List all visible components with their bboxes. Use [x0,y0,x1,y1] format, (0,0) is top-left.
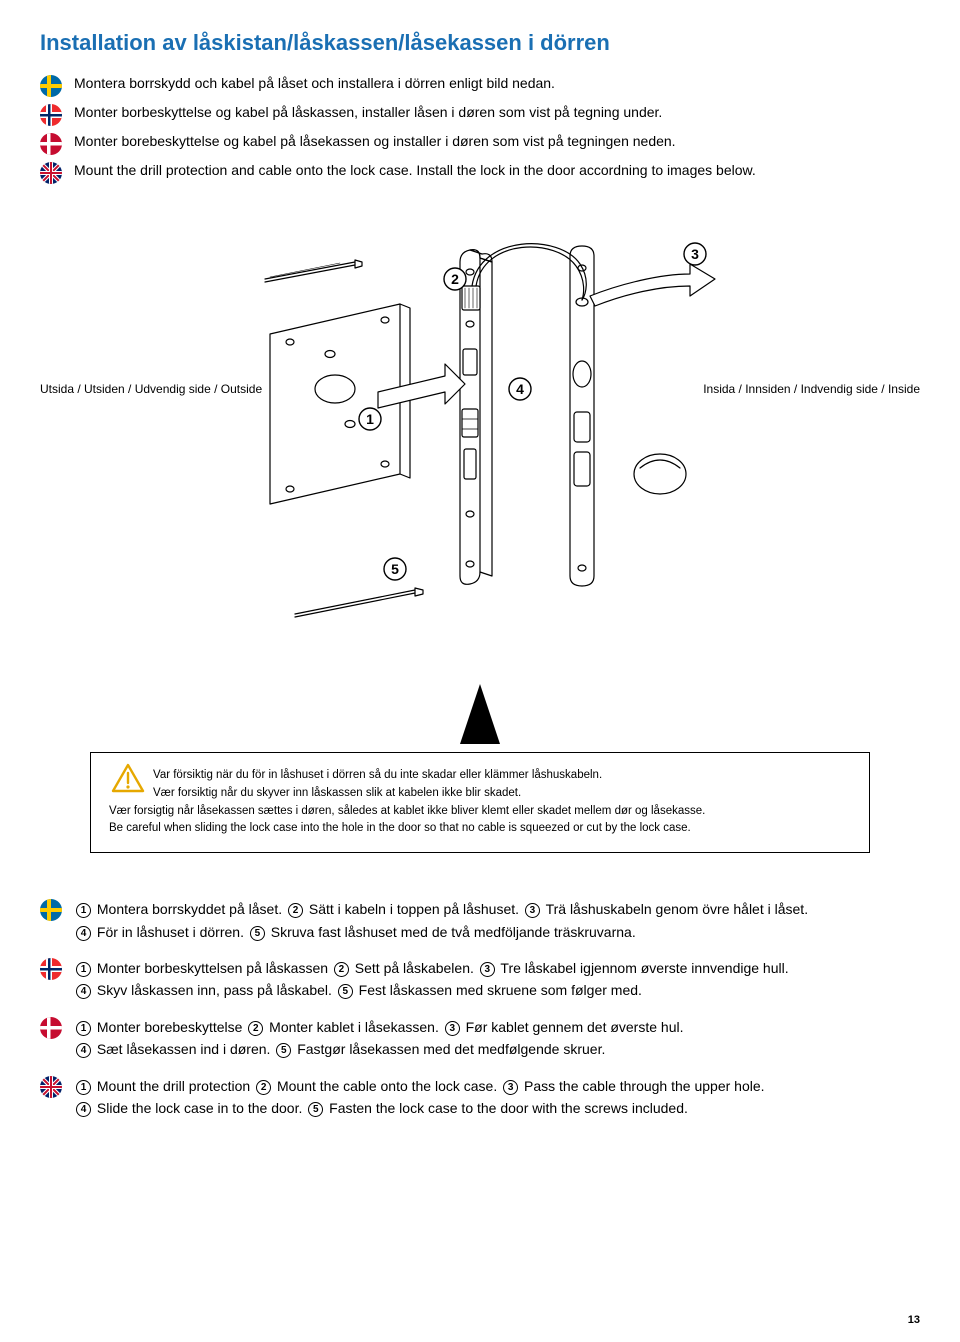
flag-no-icon [40,958,62,980]
diagram-area: Utsida / Utsiden / Udvendig side / Outsi… [40,224,920,694]
step-fragment: Sätt i kabeln i toppen på låshuset. [305,901,523,917]
step-fragment: Trä låshuskabeln genom övre hålet i låse… [542,901,808,917]
step-fragment: Montera borrskyddet på låset. [93,901,286,917]
page-title: Installation av låskistan/låskassen/låse… [40,30,920,56]
lock-diagram: 1 2 3 4 5 [240,224,740,684]
step-fragment: Monter borebeskyttelse [93,1019,246,1035]
step-number-icon: 1 [76,1021,91,1036]
warning-line: Be careful when sliding the lock case in… [109,820,851,838]
step-number-icon: 1 [76,962,91,977]
step-number-icon: 3 [445,1021,460,1036]
flag-dk-icon [40,1017,62,1039]
warning-line: Vær forsigtig når låsekassen sættes i dø… [109,803,851,821]
bottom-screw [295,588,423,617]
step-fragment: Mount the drill protection [93,1078,254,1094]
steps-row: 1 Mount the drill protection 2 Mount the… [40,1075,920,1120]
svg-text:4: 4 [516,381,524,397]
step-number-icon: 4 [76,926,91,941]
svg-text:5: 5 [391,561,399,577]
intro-text: Montera borrskydd och kabel på låset och… [74,74,555,93]
step-fragment: Fasten the lock case to the door with th… [325,1100,688,1116]
intro-row: Mount the drill protection and cable ont… [40,161,920,184]
step-number-icon: 3 [480,962,495,977]
step-fragment: Fest låskassen med skruene som følger me… [355,982,642,998]
step-number-icon: 2 [334,962,349,977]
outside-label: Utsida / Utsiden / Udvendig side / Outsi… [40,382,262,396]
step-fragment: För in låshuset i dörren. [93,924,248,940]
step-number-icon: 5 [338,984,353,999]
step-fragment: Pass the cable through the upper hole. [520,1078,764,1094]
step-fragment: Sæt låsekassen ind i døren. [93,1041,274,1057]
step-number-icon: 1 [76,1080,91,1095]
steps-text: 1 Montera borrskyddet på låset. 2 Sätt i… [74,898,808,943]
step-number-icon: 4 [76,1043,91,1058]
warning-icon [111,763,145,793]
cable [472,244,586,300]
step-fragment: Sett på låskabelen. [351,960,478,976]
steps-row: 1 Montera borrskyddet på låset. 2 Sätt i… [40,898,920,943]
page-number: 13 [908,1314,920,1326]
warning-box: Var försiktig när du för in låshuset i d… [90,752,870,853]
step-fragment: Skyv låskassen inn, pass på låskabel. [93,982,336,998]
steps-row: 1 Monter borbeskyttelsen på låskassen 2 … [40,957,920,1002]
flag-uk-icon [40,1076,62,1098]
step-number-icon: 5 [250,926,265,941]
step-number-icon: 3 [503,1080,518,1095]
arrow-cable-out [590,264,715,306]
warning-line: Var försiktig när du för in låshuset i d… [153,767,851,785]
steps-text: 1 Monter borbeskyttelsen på låskassen 2 … [74,957,789,1002]
step-fragment: Slide the lock case in to the door. [93,1100,306,1116]
step-fragment: Monter kablet i låsekassen. [265,1019,442,1035]
steps-row: 1 Monter borebeskyttelse 2 Monter kablet… [40,1016,920,1061]
intro-text: Monter borbeskyttelse og kabel på låskas… [74,103,662,122]
step-fragment: Før kablet gennem det øverste hul. [462,1019,684,1035]
svg-text:3: 3 [691,246,699,262]
svg-text:1: 1 [366,411,374,427]
top-screw [265,260,362,282]
step-number-icon: 2 [288,903,303,918]
step-fragment: Tre låskabel igjennom øverste innvendige… [497,960,789,976]
step-number-icon: 3 [525,903,540,918]
step-number-icon: 2 [256,1080,271,1095]
intro-list: Montera borrskydd och kabel på låset och… [40,74,920,184]
flag-no-icon [40,104,62,126]
step-fragment: Mount the cable onto the lock case. [273,1078,501,1094]
flag-se-icon [40,899,62,921]
step-number-icon: 2 [248,1021,263,1036]
intro-row: Montera borrskydd och kabel på låset och… [40,74,920,97]
step-number-icon: 4 [76,984,91,999]
flag-se-icon [40,75,62,97]
thumb-turn [634,454,686,494]
steps-text: 1 Mount the drill protection 2 Mount the… [74,1075,765,1120]
warning-line: Vær forsiktig når du skyver inn låskasse… [153,785,851,803]
step-number-icon: 5 [276,1043,291,1058]
arrow-into-lock [378,364,465,408]
steps-list: 1 Montera borrskyddet på låset. 2 Sätt i… [40,898,920,1119]
intro-row: Monter borebeskyttelse og kabel på låsek… [40,132,920,155]
intro-row: Monter borbeskyttelse og kabel på låskas… [40,103,920,126]
flag-dk-icon [40,133,62,155]
step-fragment: Monter borbeskyttelsen på låskassen [93,960,332,976]
flag-uk-icon [40,162,62,184]
step-number-icon: 5 [308,1102,323,1117]
steps-text: 1 Monter borebeskyttelse 2 Monter kablet… [74,1016,683,1061]
step-number-icon: 4 [76,1102,91,1117]
cable-connector [462,286,480,310]
step-fragment: Skruva fast låshuset med de två medfölja… [267,924,636,940]
step-fragment: Fastgør låsekassen med det medfølgende s… [293,1041,605,1057]
svg-text:2: 2 [451,271,459,287]
intro-text: Monter borebeskyttelse og kabel på låsek… [74,132,676,151]
step-number-icon: 1 [76,903,91,918]
intro-text: Mount the drill protection and cable ont… [74,161,756,180]
